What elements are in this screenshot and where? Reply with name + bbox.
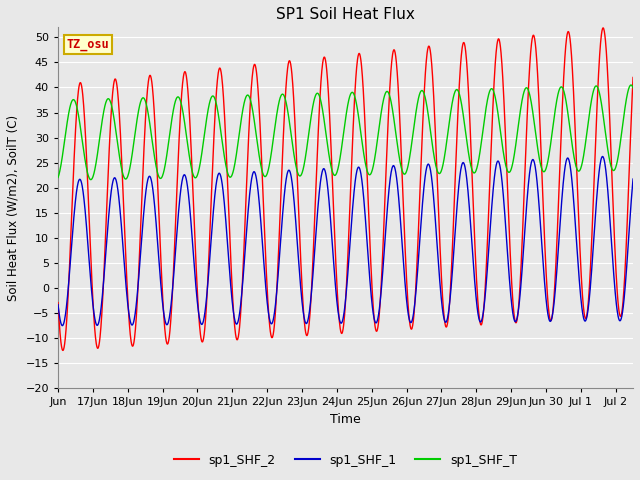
Legend: sp1_SHF_2, sp1_SHF_1, sp1_SHF_T: sp1_SHF_2, sp1_SHF_1, sp1_SHF_T [169, 449, 522, 472]
Y-axis label: Soil Heat Flux (W/m2), SoilT (C): Soil Heat Flux (W/m2), SoilT (C) [7, 115, 20, 301]
Text: TZ_osu: TZ_osu [67, 38, 109, 51]
Title: SP1 Soil Heat Flux: SP1 Soil Heat Flux [276, 7, 415, 22]
X-axis label: Time: Time [330, 413, 361, 426]
